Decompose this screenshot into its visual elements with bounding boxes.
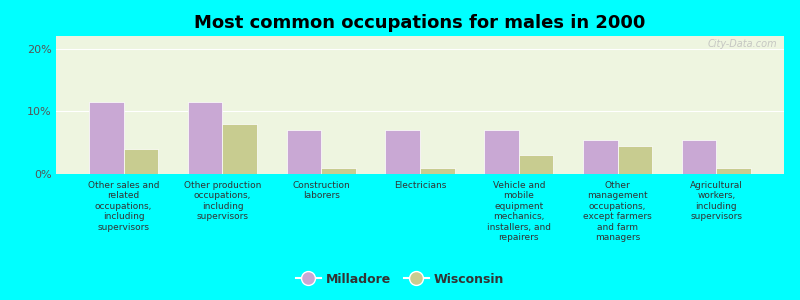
Bar — [420, 168, 454, 174]
Bar — [618, 146, 652, 174]
Bar — [124, 149, 158, 174]
Bar — [188, 102, 222, 174]
Bar — [89, 102, 124, 174]
Bar — [518, 155, 554, 174]
Bar — [222, 124, 257, 174]
Bar — [716, 168, 751, 174]
Bar — [386, 130, 420, 174]
Legend: Milladore, Wisconsin: Milladore, Wisconsin — [291, 268, 509, 291]
Text: City-Data.com: City-Data.com — [707, 39, 777, 49]
Title: Most common occupations for males in 2000: Most common occupations for males in 200… — [194, 14, 646, 32]
Bar — [286, 130, 322, 174]
Bar — [484, 130, 518, 174]
Bar — [322, 168, 356, 174]
Bar — [583, 140, 618, 174]
Bar — [682, 140, 716, 174]
